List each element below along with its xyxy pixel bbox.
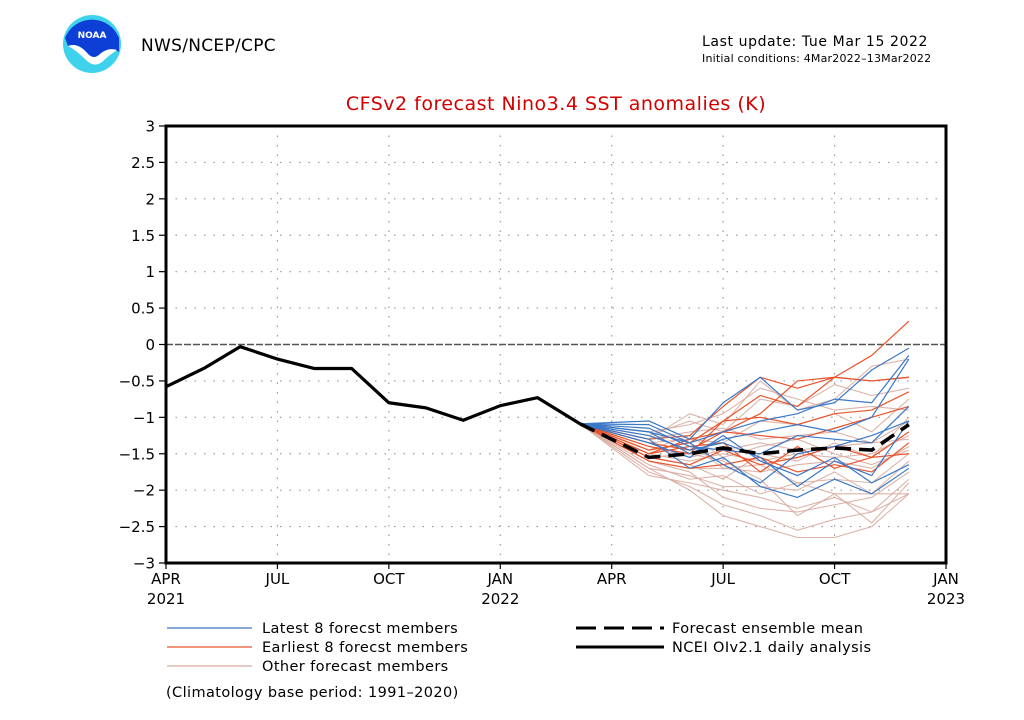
latest-member-line xyxy=(579,423,910,484)
latest-member-line xyxy=(580,423,910,499)
latest-member-line xyxy=(580,420,910,488)
x-tick-year: 2022 xyxy=(481,590,519,608)
legend-label-other: Other forecast members xyxy=(262,659,449,675)
x-tick-month: APR xyxy=(151,570,181,588)
legend-label-latest: Latest 8 forecst members xyxy=(262,621,458,637)
ensemble-mean-line xyxy=(579,422,910,460)
x-tick-month: APR xyxy=(597,570,627,588)
other-member-line xyxy=(579,423,910,531)
y-tick-label: 0.5 xyxy=(131,300,155,318)
y-tick-label: 0 xyxy=(145,336,155,354)
forecast-members xyxy=(579,320,910,539)
legend-label-observed: NCEI OIv2.1 daily analysis xyxy=(672,640,871,656)
observed-line xyxy=(165,345,581,426)
y-tick-label: −2 xyxy=(133,482,155,500)
y-tick-label: −0.5 xyxy=(119,372,155,390)
y-tick-label: 1.5 xyxy=(131,227,155,245)
y-tick-label: 1 xyxy=(145,263,155,281)
climatology-note: (Climatology base period: 1991–2020) xyxy=(166,685,459,701)
legend-label-earliest: Earliest 8 forecst members xyxy=(262,640,468,656)
y-tick-label: −3 xyxy=(133,555,155,573)
x-axis: APR 2021 JUL OCT JAN 2022 APR JUL OCT JAN 2023 xyxy=(147,563,965,608)
y-tick-label: −1 xyxy=(133,409,155,427)
earliest-member-line xyxy=(579,423,909,473)
x-tick-month: JUL xyxy=(710,570,735,588)
y-tick-label: 3 xyxy=(145,118,155,136)
x-tick-year: 2023 xyxy=(927,590,965,608)
other-member-line xyxy=(579,423,910,524)
latest-member-line xyxy=(580,358,910,455)
other-member-line xyxy=(579,423,910,495)
main-lines xyxy=(165,345,910,460)
earliest-member-line xyxy=(579,423,910,466)
other-member-line xyxy=(580,384,909,437)
other-member-line xyxy=(579,423,910,513)
grid xyxy=(166,126,946,563)
agency-label: NWS/NCEP/CPC xyxy=(141,36,276,56)
legend: Latest 8 forecst members Earliest 8 forec… xyxy=(166,621,871,701)
x-tick-month: OCT xyxy=(373,570,405,588)
y-tick-label: −2.5 xyxy=(119,518,155,536)
other-member-line xyxy=(579,423,910,513)
noaa-logo-bird xyxy=(68,45,117,65)
noaa-logo-text: NOAA xyxy=(78,31,107,41)
last-update-label: Last update: Tue Mar 15 2022 xyxy=(702,34,929,50)
x-tick-month: JAN xyxy=(486,570,513,588)
initial-conditions-label: Initial conditions: 4Mar2022–13Mar2022 xyxy=(702,52,932,65)
latest-member-line xyxy=(580,405,910,455)
y-tick-label: 2.5 xyxy=(131,154,155,172)
latest-member-line xyxy=(580,355,910,444)
y-tick-label: −1.5 xyxy=(119,445,155,463)
other-member-line xyxy=(579,420,910,458)
x-tick-year: 2021 xyxy=(147,590,185,608)
x-tick-month: JUL xyxy=(265,570,290,588)
other-member-line xyxy=(579,423,910,539)
y-tick-label: 2 xyxy=(145,190,155,208)
noaa-logo: NOAA xyxy=(63,15,121,73)
noaa-logo-sky xyxy=(65,19,119,57)
y-axis: 3 2.5 2 1.5 1 0.5 0 −0.5 −1 −1.5 −2 −2.5 −3 xyxy=(119,118,166,573)
latest-member-line xyxy=(580,347,910,440)
other-member-line xyxy=(580,387,909,433)
latest-member-line xyxy=(580,420,910,484)
legend-label-mean: Forecast ensemble mean xyxy=(672,621,863,637)
x-tick-month: JAN xyxy=(932,570,959,588)
earliest-member-line xyxy=(579,320,910,451)
chart-title: CFSv2 forecast Nino3.4 SST anomalies (K) xyxy=(346,93,766,115)
x-tick-month: OCT xyxy=(819,570,851,588)
